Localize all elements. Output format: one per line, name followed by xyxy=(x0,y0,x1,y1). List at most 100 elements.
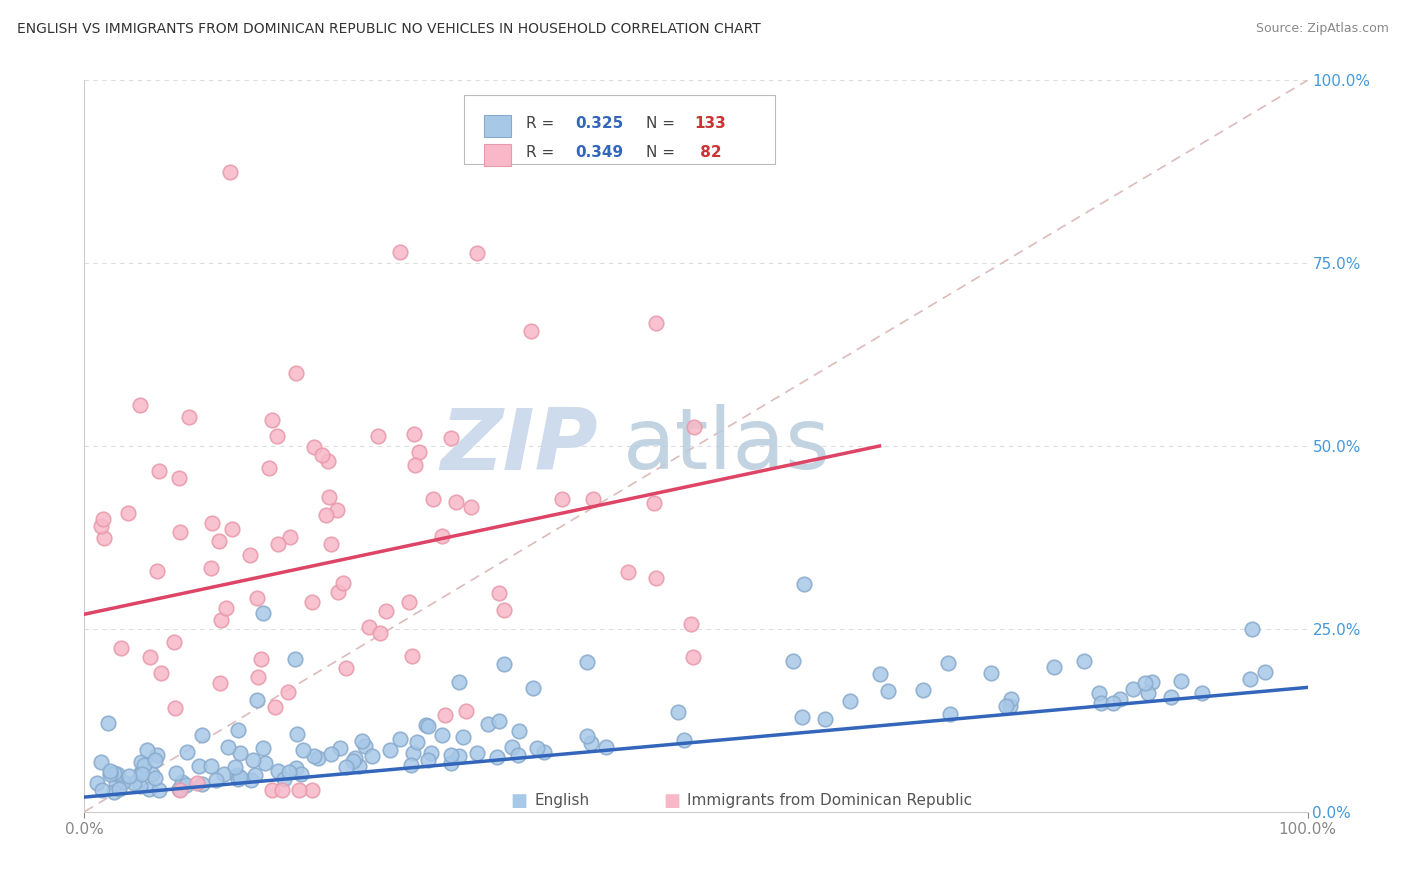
Point xyxy=(447,749,470,764)
Point xyxy=(145,564,167,578)
Bar xyxy=(484,144,512,166)
Point xyxy=(683,420,706,434)
Point xyxy=(501,739,523,754)
Point xyxy=(1170,673,1192,688)
Point xyxy=(254,756,277,770)
Point xyxy=(595,739,617,754)
Point xyxy=(267,764,290,778)
Point xyxy=(103,766,125,780)
Point xyxy=(191,728,214,742)
Point xyxy=(1087,686,1109,700)
Point xyxy=(217,740,239,755)
Point xyxy=(1000,691,1022,706)
Point xyxy=(103,785,125,799)
Text: ■: ■ xyxy=(664,792,681,810)
Point xyxy=(378,743,401,757)
Point xyxy=(465,245,488,260)
Point xyxy=(519,324,541,338)
Point xyxy=(138,781,160,796)
Point xyxy=(329,740,352,755)
Point xyxy=(328,585,350,599)
Point xyxy=(938,706,960,721)
Point xyxy=(432,529,454,543)
Point xyxy=(229,770,252,784)
Point xyxy=(304,748,326,763)
Text: 0.349: 0.349 xyxy=(575,145,623,161)
Point xyxy=(204,773,226,788)
Point xyxy=(285,761,308,775)
Point xyxy=(208,676,231,690)
Point xyxy=(273,772,295,786)
Point xyxy=(444,495,467,509)
Point xyxy=(132,758,155,772)
Point xyxy=(332,575,354,590)
Point xyxy=(465,746,488,760)
Point xyxy=(492,603,515,617)
Point xyxy=(179,409,201,424)
Point xyxy=(277,685,299,699)
Point xyxy=(201,516,224,530)
Point xyxy=(350,734,373,748)
Point xyxy=(486,750,509,764)
Point xyxy=(311,448,333,462)
Point xyxy=(129,398,152,412)
Point xyxy=(389,731,412,746)
Point xyxy=(415,718,437,732)
Point xyxy=(433,708,456,723)
Point xyxy=(399,757,422,772)
Point xyxy=(218,165,240,179)
Point xyxy=(912,682,935,697)
Text: 133: 133 xyxy=(695,116,727,131)
Point xyxy=(679,616,702,631)
Point xyxy=(575,656,598,670)
Point xyxy=(271,782,294,797)
Point xyxy=(1090,696,1112,710)
Point xyxy=(402,427,425,442)
Point xyxy=(90,519,112,533)
Point xyxy=(343,751,366,765)
Point xyxy=(782,654,804,668)
Point xyxy=(492,657,515,672)
Point xyxy=(682,650,704,665)
Point xyxy=(191,777,214,791)
Point xyxy=(406,735,429,749)
Point xyxy=(1140,675,1163,690)
Point xyxy=(440,756,463,770)
Point xyxy=(402,746,425,760)
Point xyxy=(575,730,598,744)
Point xyxy=(551,491,574,506)
Point xyxy=(1073,654,1095,668)
Point xyxy=(129,766,152,780)
Point xyxy=(307,751,329,765)
Point xyxy=(146,748,169,763)
Point xyxy=(449,675,471,690)
Point xyxy=(141,766,163,780)
Point xyxy=(301,595,323,609)
Point xyxy=(285,366,308,380)
Point xyxy=(316,454,339,468)
Point xyxy=(129,766,152,780)
Point xyxy=(104,776,127,790)
Point xyxy=(440,431,463,445)
Point xyxy=(477,716,499,731)
Point xyxy=(1160,690,1182,704)
Point xyxy=(176,745,198,759)
Point xyxy=(1191,686,1213,700)
Point xyxy=(239,772,262,787)
Point xyxy=(401,648,423,663)
Point xyxy=(347,759,370,773)
Point xyxy=(318,490,340,504)
Point xyxy=(200,759,222,773)
Point xyxy=(252,741,274,756)
Point xyxy=(229,746,252,760)
Text: R =: R = xyxy=(526,145,560,161)
Point xyxy=(645,316,668,330)
Point xyxy=(342,754,364,768)
Point xyxy=(143,753,166,767)
Point xyxy=(1000,699,1022,714)
Point xyxy=(246,591,269,606)
Point xyxy=(814,712,837,726)
Point xyxy=(215,601,238,615)
Point xyxy=(315,508,337,523)
Point xyxy=(1109,691,1132,706)
